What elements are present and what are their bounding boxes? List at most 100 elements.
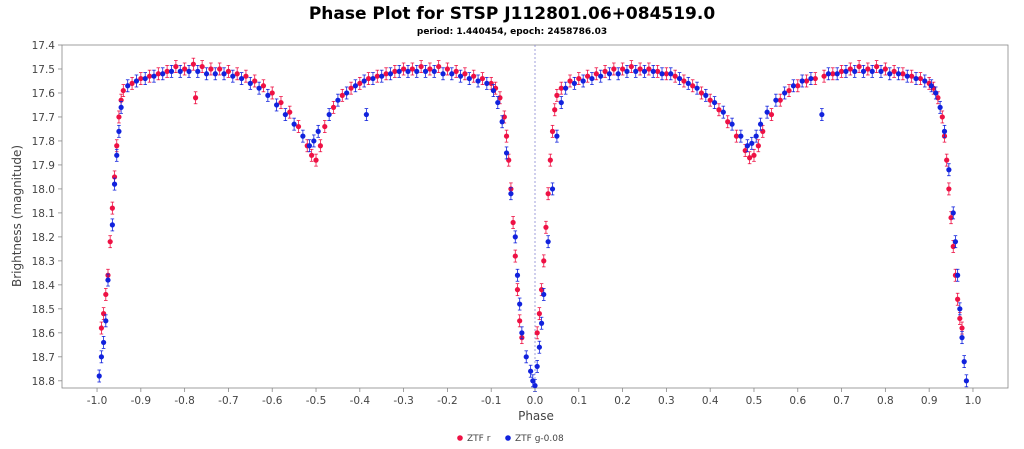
- data-point: [278, 96, 284, 109]
- data-point: [549, 182, 556, 196]
- axes: -1.0 -0.9 -0.8 -0.7 -0.6 -0.5 -0.4 -0.3 -0.2 -0.1…: [32, 40, 982, 407]
- data-point: [330, 100, 337, 114]
- data-point: [838, 64, 845, 78]
- data-point: [199, 60, 205, 73]
- data-point: [694, 81, 700, 95]
- y-axis-title: Brightness (magnitude): [10, 145, 24, 287]
- data-point: [782, 86, 788, 100]
- data-point: [637, 62, 643, 76]
- data-point: [291, 117, 297, 131]
- x-tick-label: -0.4: [350, 395, 371, 407]
- x-tick-label: -0.9: [131, 395, 152, 407]
- x-tick-label: -0.8: [174, 395, 195, 407]
- data-point: [427, 62, 433, 76]
- data-point: [256, 81, 262, 95]
- data-point: [109, 218, 115, 232]
- x-tick-label: 0.5: [746, 395, 763, 407]
- data-point: [580, 74, 586, 88]
- data-point: [405, 64, 411, 78]
- data-point: [852, 64, 858, 78]
- data-point: [747, 151, 753, 165]
- data-point: [440, 67, 446, 81]
- x-tick-label: 0.4: [702, 395, 719, 407]
- data-point: [133, 74, 140, 88]
- data-point: [895, 67, 902, 81]
- data-point: [177, 64, 183, 78]
- data-point: [757, 117, 764, 131]
- data-point: [917, 72, 924, 85]
- data-point: [909, 69, 915, 83]
- data-point: [499, 115, 505, 129]
- data-point: [541, 288, 547, 301]
- legend-label-ztf-r: ZTF r: [467, 434, 491, 444]
- data-point: [457, 69, 464, 83]
- data-point: [928, 79, 934, 93]
- data-point: [690, 79, 696, 93]
- x-tick-label: -0.1: [481, 395, 502, 407]
- data-point: [274, 98, 280, 112]
- data-point: [453, 64, 459, 78]
- data-point: [615, 67, 621, 81]
- y-tick-label: 18.5: [32, 304, 55, 316]
- data-point: [503, 146, 510, 160]
- x-tick-label: -0.3: [393, 395, 414, 407]
- data-point: [538, 316, 545, 330]
- data-point: [306, 139, 313, 153]
- data-point: [503, 129, 510, 143]
- data-point: [243, 69, 249, 83]
- data-point: [541, 254, 547, 268]
- data-point: [326, 108, 332, 121]
- data-point: [768, 108, 775, 121]
- data-point: [646, 62, 652, 76]
- data-point: [946, 182, 952, 196]
- data-point: [234, 67, 240, 81]
- data-point: [790, 79, 796, 93]
- data-point: [260, 79, 267, 93]
- data-point: [146, 69, 153, 83]
- data-point: [300, 129, 306, 143]
- data-point: [900, 67, 906, 81]
- data-point: [825, 67, 832, 81]
- data-point: [129, 76, 135, 90]
- data-point: [409, 62, 415, 76]
- data-point: [834, 67, 840, 81]
- data-point: [545, 187, 551, 201]
- x-tick-label: 1.0: [965, 395, 982, 407]
- data-point: [672, 69, 678, 83]
- data-point: [856, 60, 862, 73]
- data-point: [168, 64, 175, 78]
- data-point: [753, 129, 759, 143]
- data-point: [217, 62, 223, 76]
- data-point: [571, 76, 578, 90]
- data-point: [720, 105, 726, 119]
- data-point: [151, 69, 157, 83]
- data-point: [103, 288, 109, 301]
- legend-label-ztf-g: ZTF g-0.08: [515, 434, 564, 444]
- data-point: [891, 64, 897, 78]
- data-point: [365, 72, 372, 85]
- data-point: [536, 340, 542, 354]
- data-point: [363, 108, 369, 121]
- y-tick-label: 17.4: [32, 40, 56, 52]
- y-tick-label: 17.5: [32, 64, 55, 76]
- data-point: [545, 235, 551, 249]
- data-point: [803, 74, 810, 88]
- data-point: [847, 62, 853, 76]
- data-point: [101, 336, 107, 349]
- data-point: [160, 67, 166, 81]
- data-point: [479, 72, 486, 85]
- legend: ZTF r ZTF g-0.08: [457, 434, 564, 444]
- data-point: [311, 134, 317, 148]
- data-point: [422, 64, 429, 78]
- data-point: [238, 72, 245, 85]
- data-point: [186, 64, 192, 78]
- data-point: [164, 64, 170, 78]
- x-tick-label: 0.6: [789, 395, 806, 407]
- data-point: [865, 62, 871, 76]
- data-point: [777, 93, 783, 107]
- data-point: [114, 139, 120, 153]
- data-point: [109, 201, 115, 215]
- data-point: [641, 64, 648, 78]
- data-point: [558, 96, 564, 109]
